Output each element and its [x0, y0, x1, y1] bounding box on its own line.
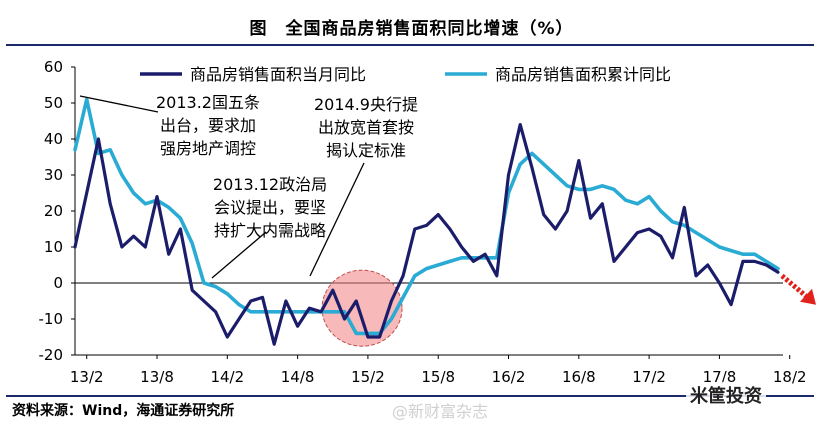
trend-arrow-head [800, 288, 816, 305]
x-tick-label: 14/8 [281, 368, 315, 386]
annotation-text: 强房地产调控 [160, 139, 256, 158]
y-tick-label: 20 [44, 202, 63, 220]
x-tick-label: 14/2 [210, 368, 244, 386]
annotation-text: 会议提出，要坚 [214, 198, 326, 217]
annotation-text: 持扩大内需战略 [214, 221, 326, 240]
y-tick-label: 10 [44, 238, 63, 256]
top-rule [6, 44, 814, 46]
source-note: 资料来源：Wind，海通证券研究所 [12, 403, 235, 419]
series-cumulative-line [73, 97, 780, 336]
annotation-leader-line [211, 231, 267, 279]
y-tick-label: 0 [53, 274, 63, 292]
annotation-leader-line [309, 162, 365, 277]
bottom-rule [6, 395, 814, 397]
y-tick-label: 50 [44, 94, 63, 112]
y-tick-label: 60 [44, 58, 63, 76]
series-monthly-line [73, 122, 780, 346]
x-tick-label: 17/8 [703, 368, 737, 386]
trend-arrow-shaft [780, 273, 810, 300]
weibo-watermark: @新财富杂志 [392, 402, 489, 421]
y-tick-label: 30 [44, 166, 63, 184]
annotation-text: 揭认定标准 [326, 141, 406, 160]
y-tick-label: -10 [39, 310, 64, 328]
legend-label: 商品房销售面积当月同比 [190, 65, 366, 84]
x-tick-label: 15/2 [351, 368, 385, 386]
x-tick-label: 16/2 [492, 368, 526, 386]
y-tick-label: 40 [44, 130, 63, 148]
x-tick-label: 16/8 [562, 368, 596, 386]
brand-watermark: 米筐投资 [686, 382, 766, 408]
annotation-text: 2013.12政治局 [213, 175, 327, 194]
annotation-leader-line [79, 95, 159, 113]
y-tick-label: -20 [39, 346, 64, 364]
x-tick-label: 13/2 [70, 368, 104, 386]
x-tick-label: 18/2 [773, 368, 807, 386]
annotation-text: 出台，要求加 [160, 116, 256, 135]
chart-title: 图 全国商品房销售面积同比增速（%） [249, 19, 574, 39]
x-tick-label: 17/2 [632, 368, 666, 386]
annotation-text: 出放宽首套按 [318, 118, 414, 137]
x-tick-label: 13/8 [140, 368, 174, 386]
x-tick-label: 15/8 [421, 368, 455, 386]
annotation-text: 2014.9央行提 [314, 95, 418, 114]
legend-label: 商品房销售面积累计同比 [495, 65, 671, 84]
annotation-text: 2013.2国五条 [156, 93, 260, 112]
